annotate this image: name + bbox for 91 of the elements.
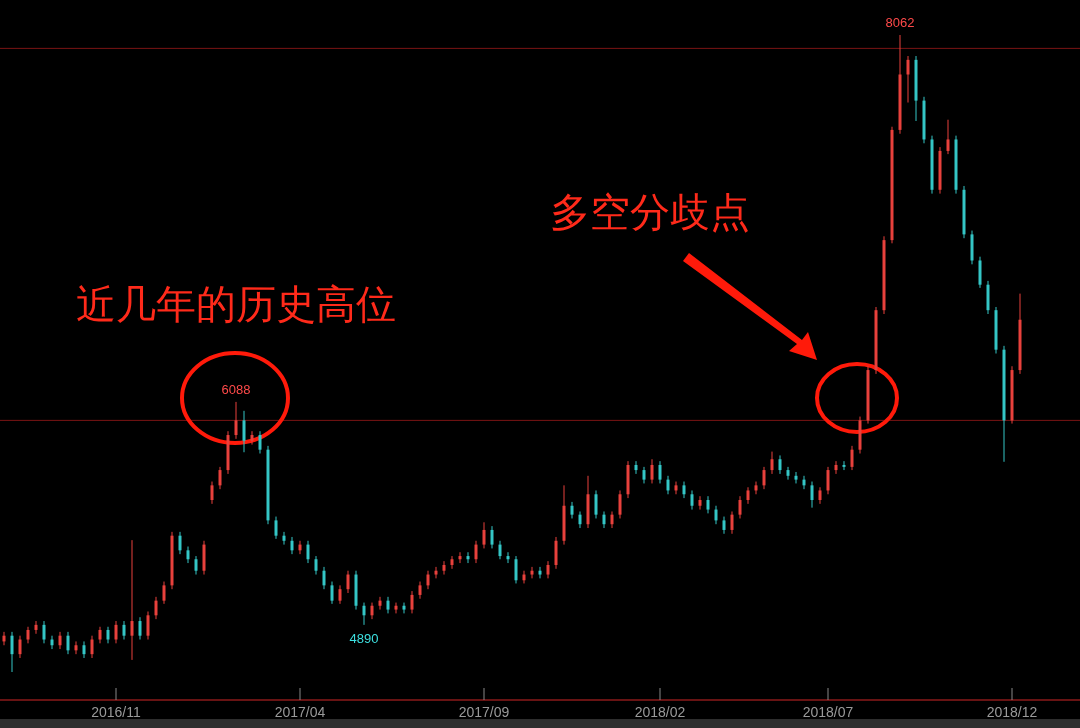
candlestick <box>114 620 118 644</box>
candlestick <box>194 555 198 576</box>
candlestick <box>322 566 326 590</box>
candlestick <box>18 635 22 659</box>
candlestick <box>178 531 182 555</box>
candlestick <box>306 540 310 564</box>
candlestick <box>634 460 638 475</box>
candlestick <box>146 610 150 641</box>
candlestick <box>826 466 830 495</box>
candlestick <box>490 525 494 549</box>
candlestick <box>842 460 846 471</box>
candlestick <box>674 481 678 495</box>
x-tick-label: 2018/02 <box>634 704 686 720</box>
x-tick-label: 2016/11 <box>91 704 141 720</box>
candlestick <box>218 466 222 490</box>
x-tick-label: 2017/09 <box>458 704 510 720</box>
x-tick-label: 2018/07 <box>802 704 854 720</box>
candlestick <box>122 620 126 641</box>
candlestick <box>346 570 350 594</box>
candlestick <box>618 489 622 519</box>
candlestick <box>450 555 454 570</box>
candlestick <box>58 631 62 650</box>
candlestick <box>794 471 798 484</box>
candlestick <box>538 566 542 579</box>
candlestick <box>594 489 598 519</box>
text: 4890 <box>349 630 379 646</box>
candlestick <box>506 551 510 564</box>
candlestick <box>434 566 438 579</box>
candlestick <box>690 489 694 511</box>
candlestick <box>650 458 654 484</box>
candlestick <box>90 635 94 659</box>
candlestick <box>34 620 38 635</box>
candlestick <box>274 516 278 540</box>
candlestick <box>754 481 758 495</box>
candlestick <box>578 510 582 529</box>
annotation: 近几年的历史高位 <box>76 281 396 327</box>
candlestick <box>66 631 70 655</box>
candlestick <box>162 581 166 605</box>
candlestick <box>946 119 950 155</box>
candlestick <box>402 602 406 614</box>
candlestick <box>258 430 262 455</box>
candlestick <box>130 539 134 661</box>
candlestick <box>458 551 462 564</box>
candlestick <box>738 495 742 519</box>
candlestick <box>514 555 518 584</box>
x-tick-label: 2018/12 <box>986 704 1038 720</box>
candlestick <box>778 454 782 475</box>
candlestick <box>498 540 502 560</box>
candlestick <box>698 495 702 511</box>
candlestick <box>658 460 662 484</box>
candlestick <box>362 602 366 626</box>
candlestick <box>834 460 838 475</box>
annotation: 多空分歧点 <box>550 189 750 235</box>
candlestick <box>394 602 398 614</box>
candlestick <box>426 570 430 590</box>
text: 6088 <box>221 381 251 397</box>
candlestick <box>378 596 382 611</box>
candlestick <box>82 640 86 659</box>
candlestick <box>282 531 286 546</box>
candlestick <box>762 466 766 490</box>
candlestick <box>714 505 718 525</box>
candlestick <box>666 475 670 495</box>
candlestick <box>74 640 78 655</box>
candlestick <box>250 430 254 446</box>
candlestick <box>730 510 734 535</box>
candlestick <box>530 566 534 579</box>
candlestick <box>466 551 470 564</box>
candlestick <box>610 510 614 529</box>
x-tick-label: 2017/04 <box>274 704 326 720</box>
candlestick <box>410 590 414 614</box>
candlestick <box>314 555 318 576</box>
candlestick <box>850 445 854 471</box>
candlestick <box>906 55 910 104</box>
candlestick <box>210 481 214 505</box>
candlestick <box>330 581 334 605</box>
candlestick <box>234 401 238 440</box>
candlestick <box>770 451 774 475</box>
candlestick <box>154 596 158 620</box>
candlestick <box>338 584 342 605</box>
text: 8062 <box>885 15 915 30</box>
candlestick <box>290 536 294 555</box>
candlestick <box>442 560 446 576</box>
candlestick <box>42 620 46 644</box>
candlestick <box>10 631 14 673</box>
candlestick <box>602 510 606 529</box>
candlestick <box>482 521 486 549</box>
candlestick <box>242 410 246 453</box>
candlestick <box>474 540 478 564</box>
candlestick <box>138 616 142 641</box>
candlestick <box>786 466 790 481</box>
candlestick <box>810 481 814 509</box>
